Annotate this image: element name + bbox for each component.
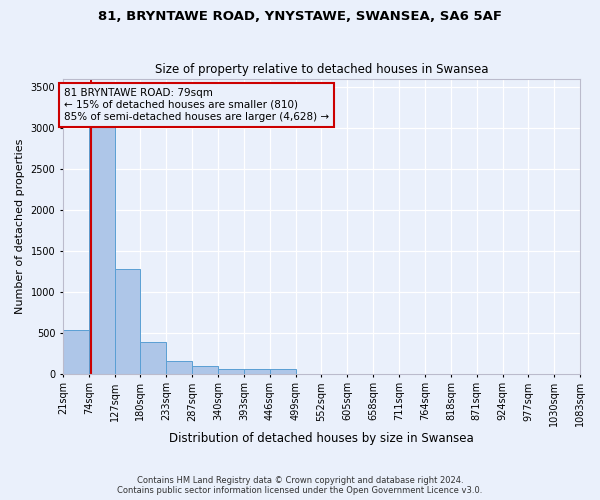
Text: 81 BRYNTAWE ROAD: 79sqm
← 15% of detached houses are smaller (810)
85% of semi-d: 81 BRYNTAWE ROAD: 79sqm ← 15% of detache… (64, 88, 329, 122)
Y-axis label: Number of detached properties: Number of detached properties (15, 138, 25, 314)
Bar (166, 361, 193, 374)
Text: Contains HM Land Registry data © Crown copyright and database right 2024.
Contai: Contains HM Land Registry data © Crown c… (118, 476, 482, 495)
Bar (270, 370, 296, 374)
Title: Size of property relative to detached houses in Swansea: Size of property relative to detached ho… (155, 63, 488, 76)
Bar (244, 370, 270, 374)
Bar (140, 342, 166, 374)
Bar (115, 268, 140, 374)
Text: 81, BRYNTAWE ROAD, YNYSTAWE, SWANSEA, SA6 5AF: 81, BRYNTAWE ROAD, YNYSTAWE, SWANSEA, SA… (98, 10, 502, 23)
Bar (218, 368, 244, 374)
Bar (89, 95, 115, 373)
Bar (193, 366, 218, 374)
X-axis label: Distribution of detached houses by size in Swansea: Distribution of detached houses by size … (169, 432, 474, 445)
Bar (63, 330, 89, 374)
